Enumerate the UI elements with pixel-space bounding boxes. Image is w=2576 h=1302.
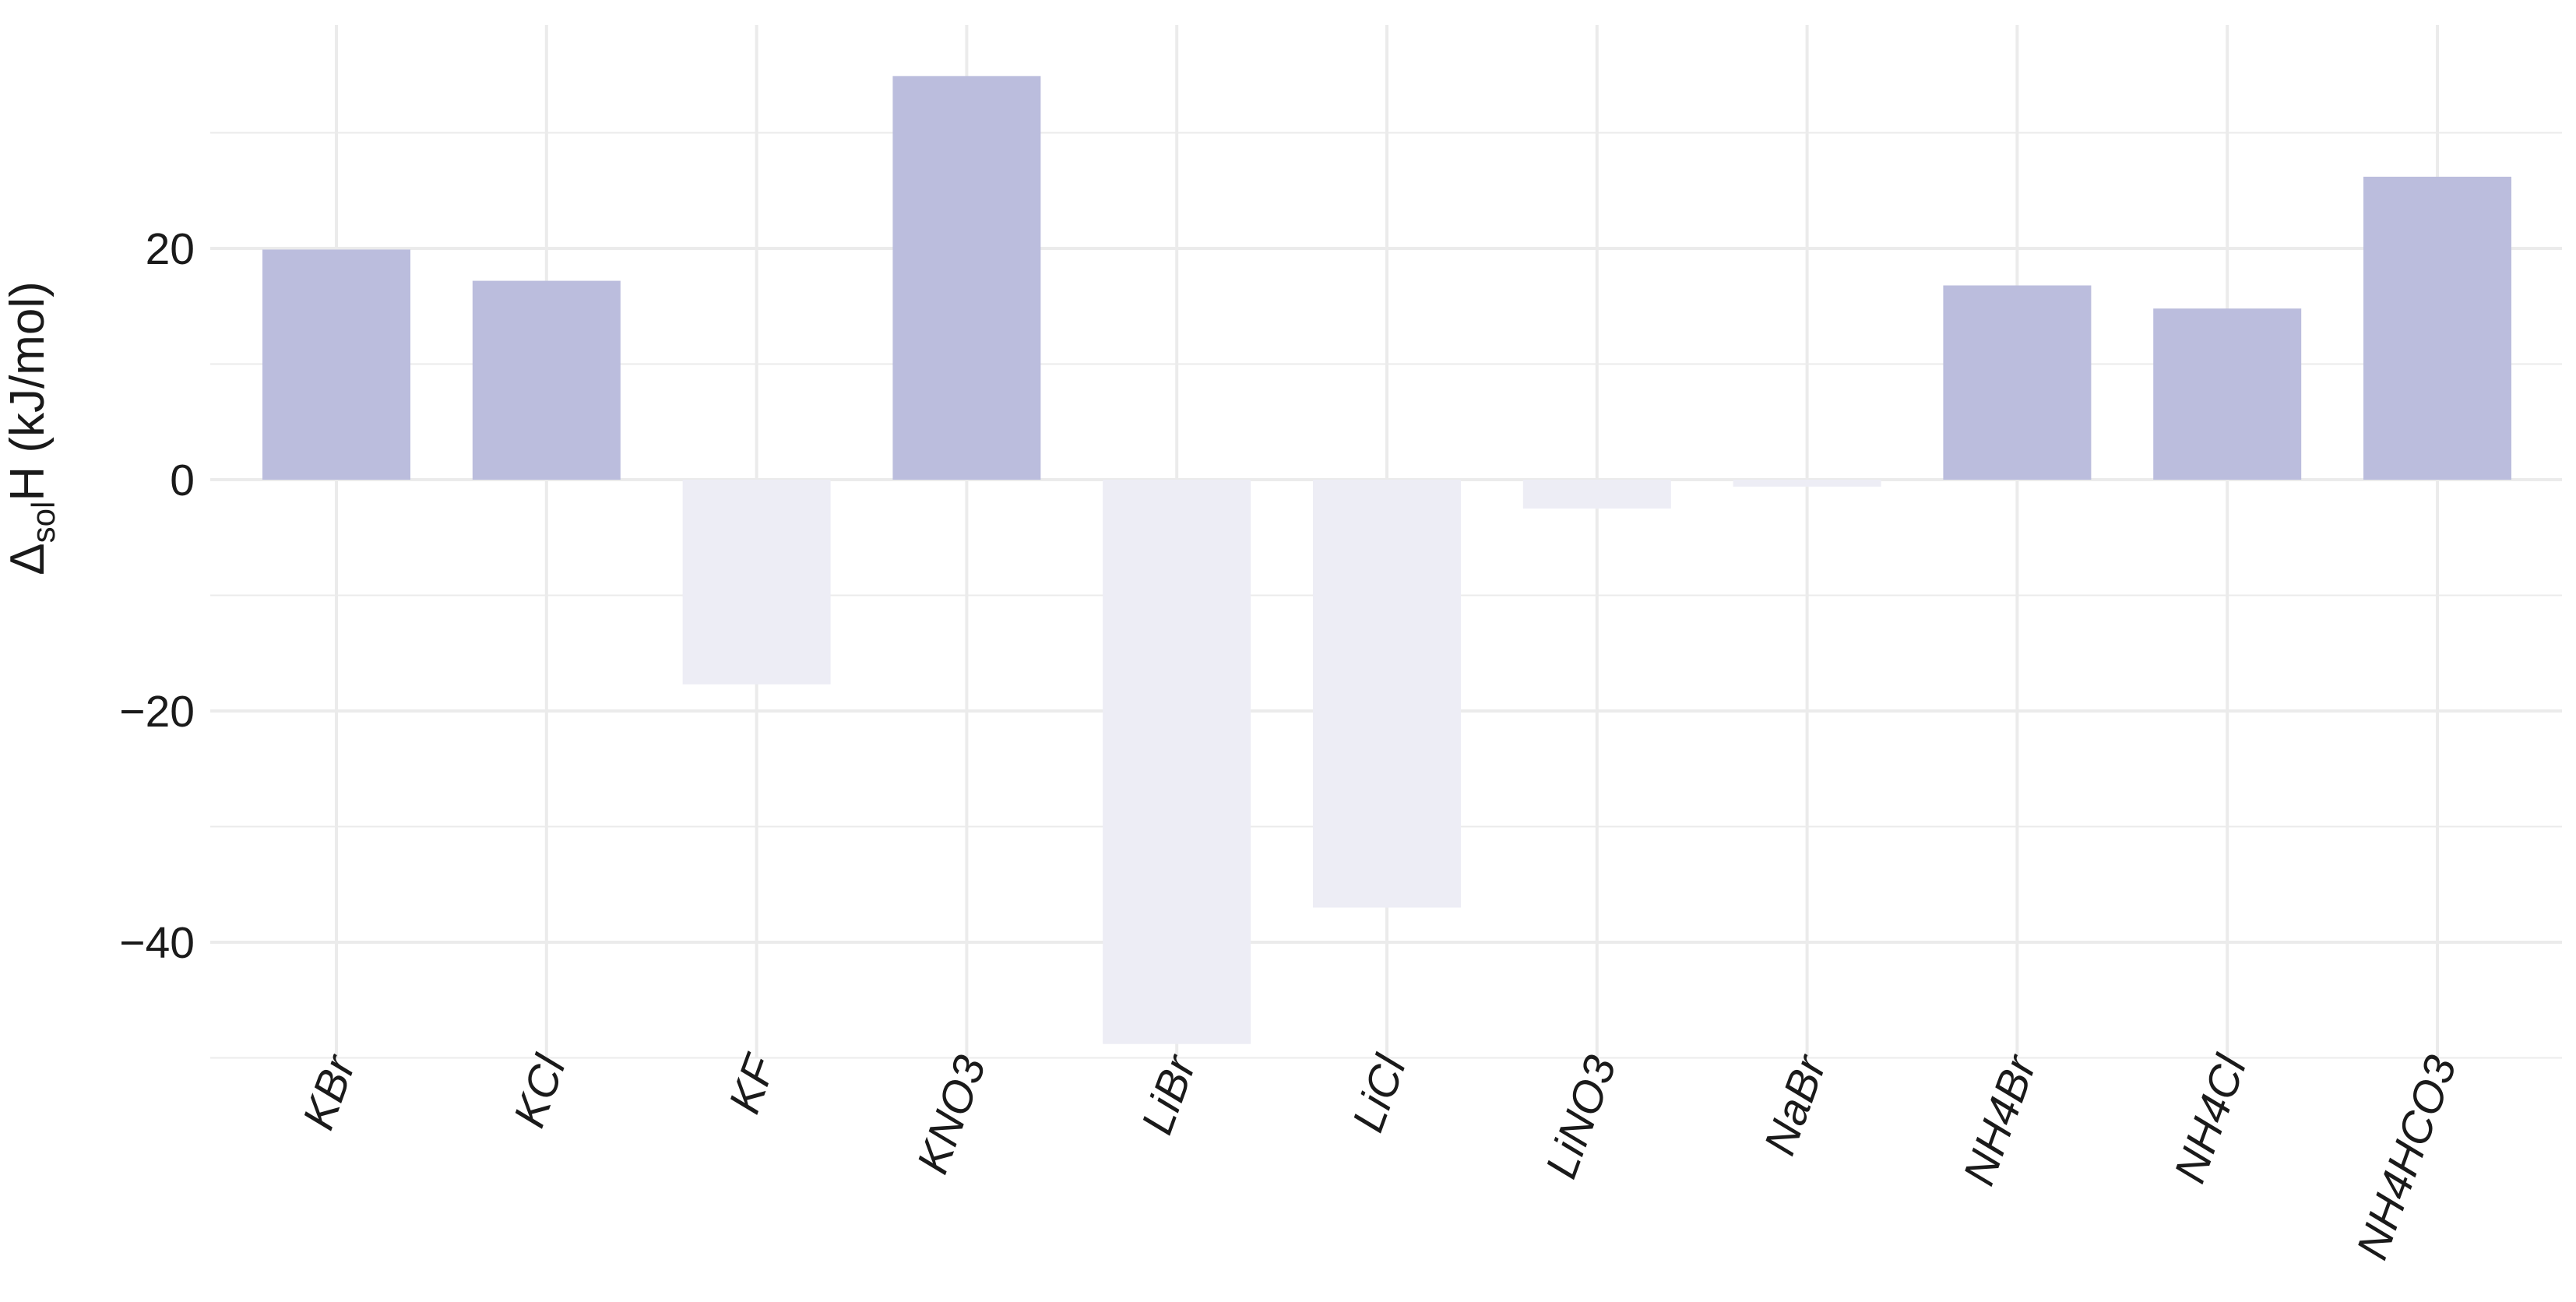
bar-kno3 [892, 76, 1041, 480]
bar-nh4cl [2153, 308, 2302, 480]
y-axis-title: ΔsolH (kJ/mol) [1, 281, 62, 575]
bar-lino3 [1522, 480, 1671, 509]
x-tick-label-kbr: KBr [294, 1048, 366, 1136]
x-tick-label-nabr: NaBr [1754, 1048, 1836, 1162]
x-tick-label-kcl: KCl [504, 1048, 575, 1133]
y-tick-label: 20 [146, 224, 195, 274]
bar-nh4br [1943, 285, 2092, 480]
x-tick-label-kno3: KNO3 [907, 1049, 995, 1180]
y-tick-label: 0 [170, 456, 195, 505]
y-tick-label: −20 [119, 687, 195, 737]
y-axis-title-suffix: H (kJ/mol) [1, 281, 55, 501]
bar-nabr [1733, 480, 1881, 487]
x-tick-label-nh4cl: NH4Cl [2165, 1048, 2257, 1189]
x-tick-label-nh4br: NH4Br [1954, 1048, 2046, 1191]
bar-kbr [262, 249, 410, 480]
bar-libr [1103, 480, 1251, 1044]
y-tick-label: −40 [119, 918, 195, 968]
y-axis-title-subscript: sol [25, 501, 62, 544]
bar-kcl [472, 280, 621, 480]
y-axis-title-prefix: Δ [1, 543, 55, 575]
x-tick-label-lino3: LiNO3 [1536, 1049, 1627, 1184]
x-tick-label-licl: LiCl [1343, 1048, 1416, 1138]
x-tick-label-libr: LiBr [1132, 1048, 1206, 1141]
x-axis-ticks: KBr KCl KF KNO3 LiBr LiCl LiNO3 NaBr NH4Br NH4Cl N… [294, 1047, 2467, 1266]
y-axis-ticks: 20 0 −20 −40 [119, 224, 195, 968]
bar-kf [682, 480, 831, 684]
bar-layer [262, 76, 2511, 1044]
bar-licl [1313, 480, 1461, 908]
x-tick-label-nh4hco3: NH4HCO3 [2347, 1049, 2466, 1265]
bar-nh4hco3 [2363, 176, 2511, 480]
